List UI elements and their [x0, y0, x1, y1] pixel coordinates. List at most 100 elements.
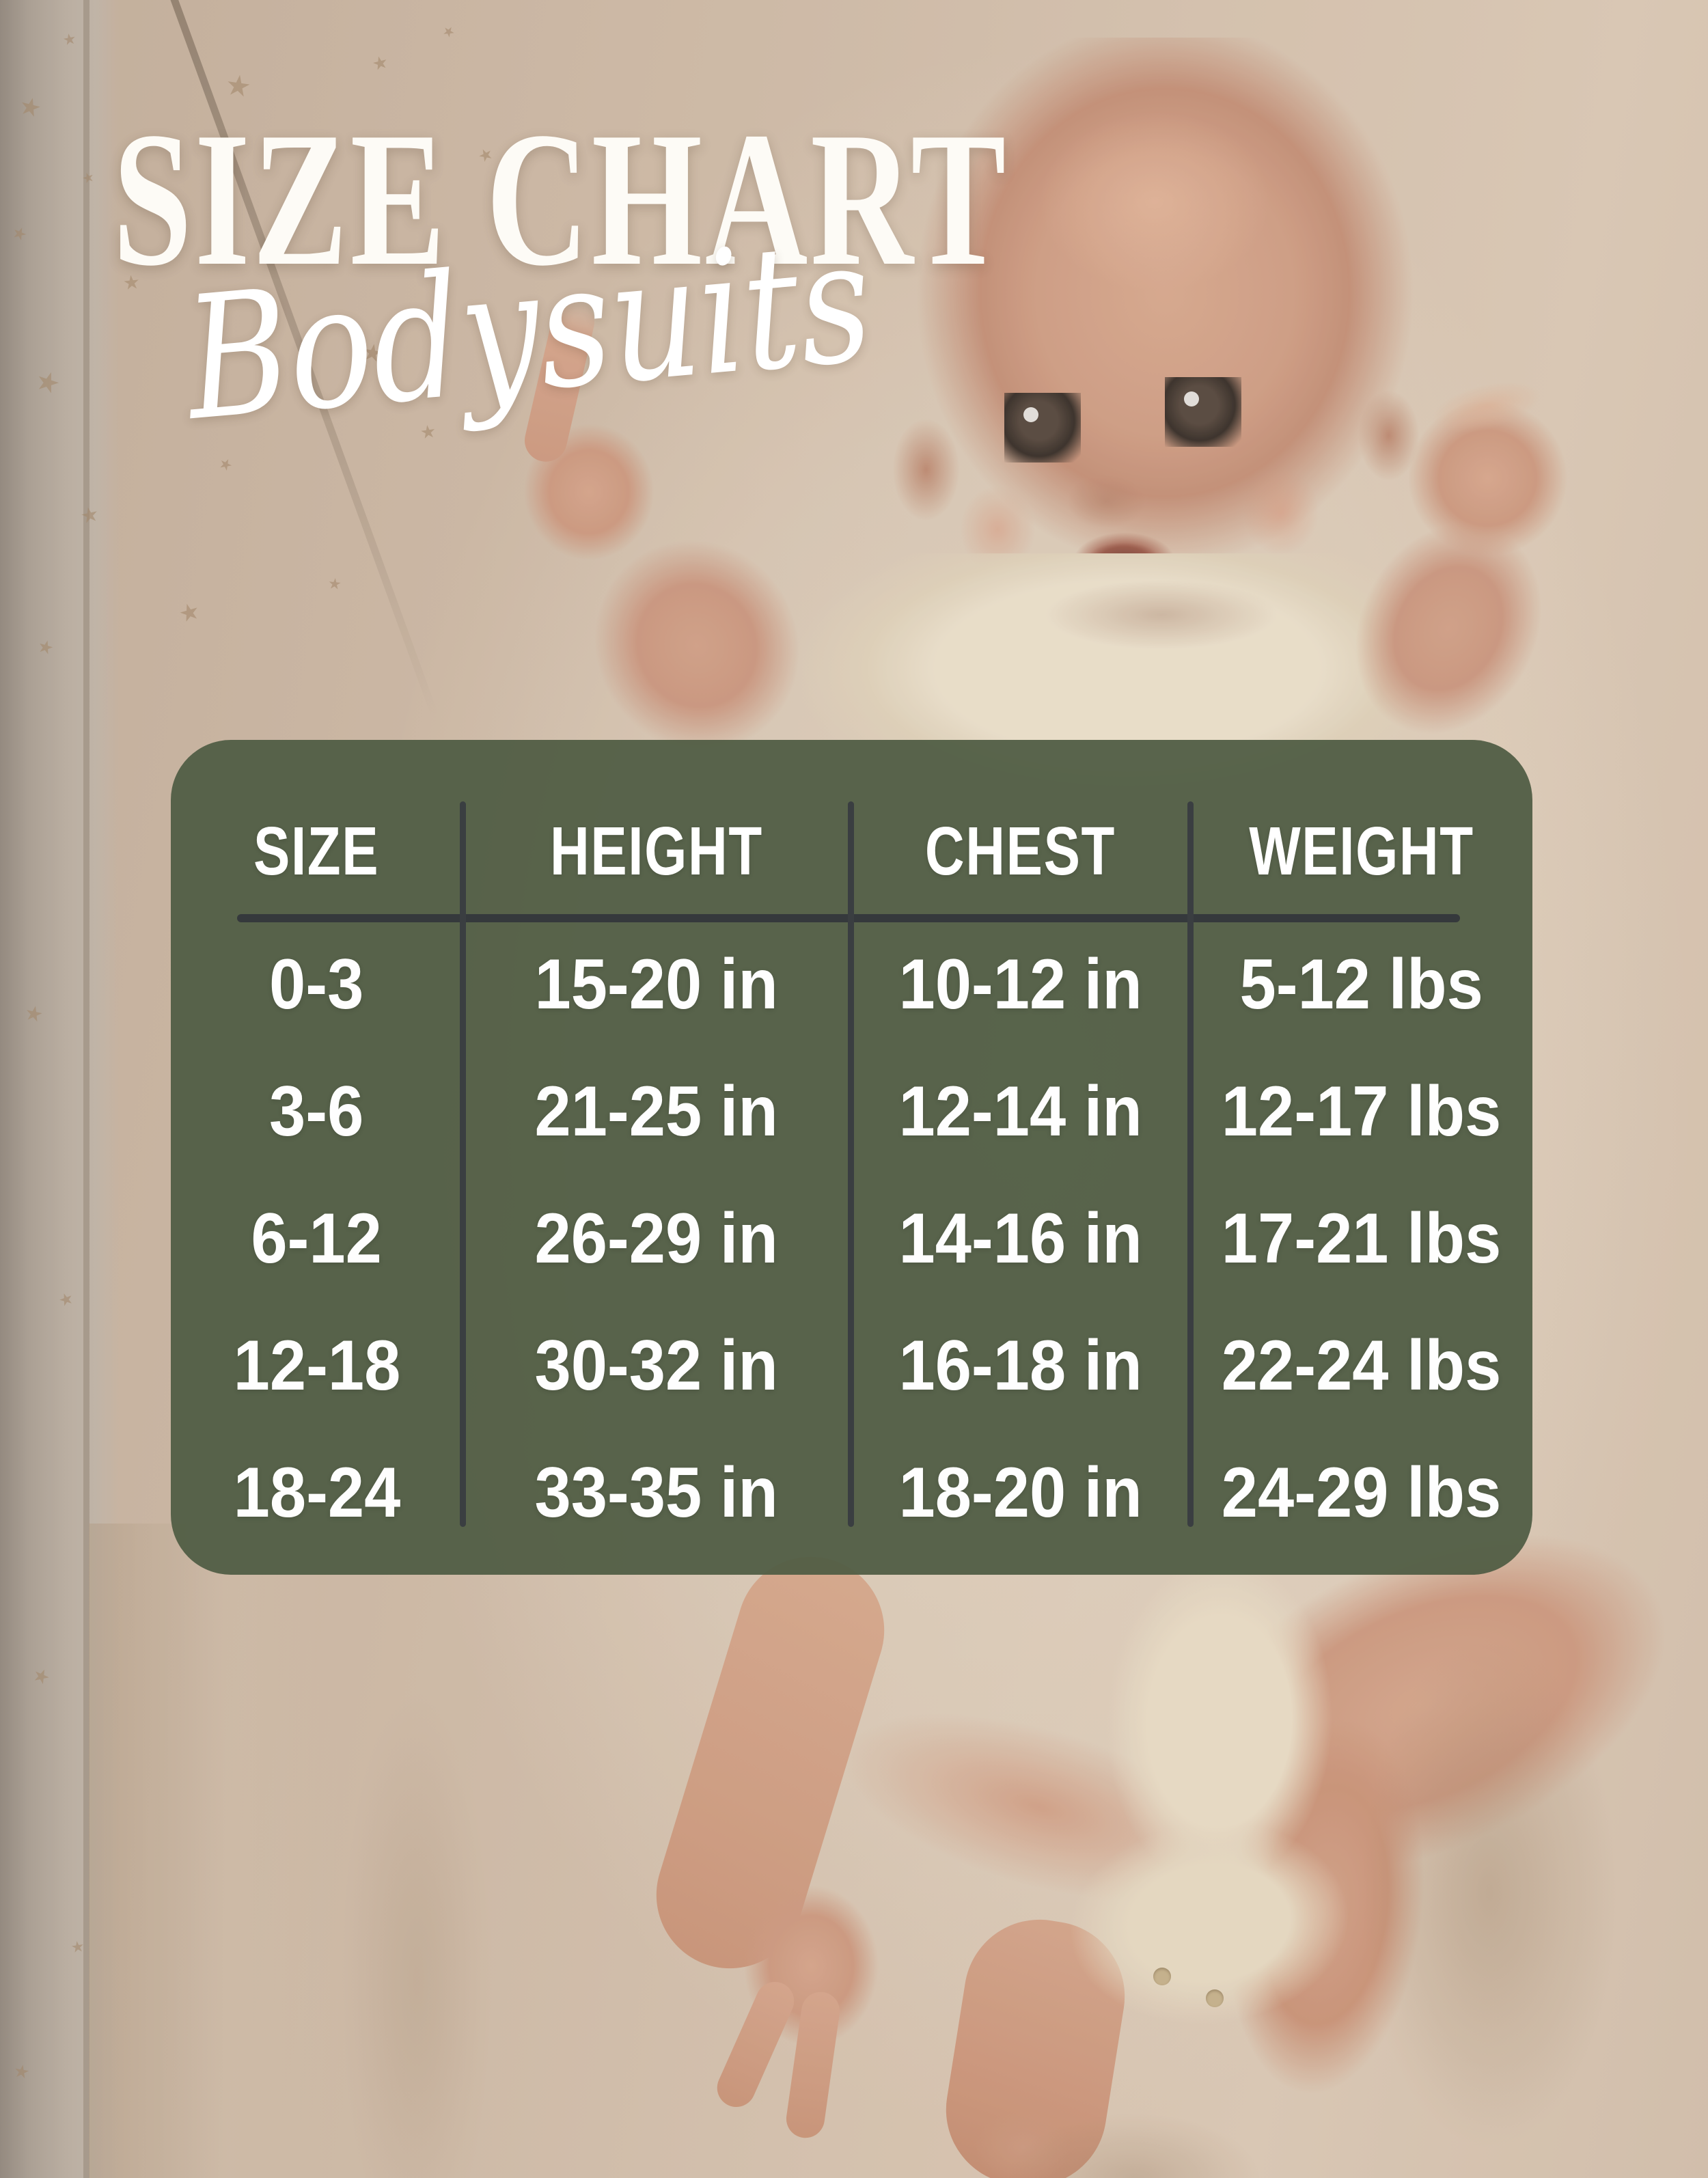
- cell-value: 12-14 in: [898, 1071, 1142, 1151]
- baby-ear-left: [887, 410, 965, 529]
- cell-value: 12-17 lbs: [1221, 1071, 1502, 1151]
- blanket-shadow-2: [991, 2104, 1278, 2178]
- baby-shin-cross: [804, 1664, 1273, 1950]
- table-row: 12-18 30-32 in 16-18 in 22-24 lbs: [171, 1302, 1532, 1429]
- table-row: 6-12 26-29 in 14-16 in 17-21 lbs: [171, 1175, 1532, 1302]
- star-icon: ★: [78, 501, 102, 529]
- weight-cell: 17-21 lbs: [1209, 1198, 1513, 1280]
- cell-value: 15-20 in: [534, 944, 779, 1024]
- cell-value: 26-29 in: [534, 1198, 779, 1278]
- cell-value: 16-18 in: [898, 1325, 1142, 1405]
- cell-value: 3-6: [269, 1071, 364, 1151]
- star-icon: ★: [9, 221, 30, 246]
- column-header-label: SIZE: [253, 812, 380, 890]
- baby-cheek-right: [1237, 461, 1325, 564]
- size-cell: 12-18: [226, 1325, 408, 1407]
- column-header-height: HEIGHT: [523, 812, 790, 891]
- star-icon: ★: [12, 2060, 31, 2084]
- baby-cheek-left: [953, 478, 1042, 581]
- blanket-shadow-3: [328, 1640, 506, 2178]
- baby-knuckles: [1420, 368, 1552, 446]
- baby-ear-right: [1353, 383, 1424, 488]
- weight-cell: 12-17 lbs: [1209, 1071, 1513, 1153]
- column-divider: [460, 801, 466, 1527]
- baby-eye-left: [1004, 393, 1081, 463]
- height-cell: 33-35 in: [524, 1452, 788, 1534]
- height-cell: 30-32 in: [524, 1325, 788, 1407]
- column-header-weight: WEIGHT: [1221, 812, 1502, 891]
- star-icon: ★: [22, 1000, 46, 1028]
- column-header-label: WEIGHT: [1248, 812, 1474, 890]
- table-row: 0-3 15-20 in 10-12 in 5-12 lbs: [171, 921, 1532, 1048]
- size-cell: 18-24: [226, 1452, 408, 1534]
- bottom-left-roll: [89, 1524, 342, 2178]
- star-icon: ★: [327, 575, 343, 594]
- baby-toes: [970, 2108, 1076, 2178]
- column-header-chest: CHEST: [901, 812, 1140, 891]
- column-divider: [848, 801, 854, 1527]
- fabric-edge-shadow: [83, 0, 89, 2178]
- star-icon: ★: [370, 51, 391, 76]
- star-icon: ★: [215, 454, 236, 476]
- baby-finger-lower-2: [784, 1989, 842, 2140]
- blanket-shadow-1: [1339, 1592, 1640, 2178]
- chest-cell: 18-20 in: [888, 1452, 1153, 1534]
- weight-cell: 22-24 lbs: [1209, 1325, 1513, 1407]
- bodysuit-flap: [1051, 1802, 1367, 2044]
- cell-value: 22-24 lbs: [1221, 1325, 1502, 1405]
- forehead-highlight: [1011, 89, 1298, 314]
- snap-button-2: [1206, 1989, 1224, 2007]
- cell-value: 12-18: [233, 1325, 400, 1405]
- cell-value: 18-24: [233, 1452, 400, 1532]
- height-cell: 15-20 in: [524, 944, 788, 1025]
- star-icon: ★: [176, 596, 204, 629]
- cell-value: 0-3: [269, 944, 364, 1024]
- star-fabric-strip: [0, 0, 120, 2178]
- cell-value: 21-25 in: [534, 1071, 779, 1151]
- chin-shadow: [1025, 574, 1298, 656]
- size-table-panel: SIZE HEIGHT CHEST WEIGHT 0-3 15-20 in 10…: [171, 740, 1532, 1575]
- star-icon: ★: [61, 30, 78, 50]
- cell-value: 18-20 in: [898, 1452, 1142, 1532]
- baby-nose: [1060, 470, 1153, 533]
- baby-forearm-lower: [638, 1539, 903, 1987]
- star-icon: ★: [70, 1938, 86, 1957]
- poster-title: SIZE CHART: [113, 92, 1009, 305]
- table-row: 3-6 21-25 in 12-14 in 12-17 lbs: [171, 1048, 1532, 1175]
- weight-cell: 24-29 lbs: [1209, 1452, 1513, 1534]
- star-icon: ★: [439, 21, 458, 42]
- baby-eye-right: [1165, 377, 1241, 447]
- baby-mouth-inner: [1085, 541, 1161, 573]
- baby-hand-left: [521, 420, 657, 564]
- baby-calf-right: [1202, 1698, 1448, 2114]
- column-header-size: SIZE: [238, 812, 395, 891]
- baby-lower-lip: [1088, 567, 1161, 594]
- star-icon: ★: [31, 363, 65, 402]
- cell-value: 6-12: [251, 1198, 383, 1278]
- column-header-label: HEIGHT: [550, 812, 763, 890]
- star-icon: ★: [55, 1288, 77, 1311]
- star-icon: ★: [79, 167, 97, 188]
- snap-button-1: [1153, 1968, 1171, 1985]
- cell-value: 5-12 lbs: [1239, 944, 1483, 1024]
- column-header-label: CHEST: [924, 812, 1116, 890]
- baby-hand-lower: [741, 1882, 881, 2050]
- table-body: 0-3 15-20 in 10-12 in 5-12 lbs 3-6 21-25…: [171, 921, 1532, 1556]
- cell-value: 17-21 lbs: [1221, 1198, 1502, 1278]
- cell-value: 10-12 in: [898, 944, 1142, 1024]
- star-icon: ★: [16, 91, 44, 124]
- chest-cell: 16-18 in: [888, 1325, 1153, 1407]
- size-cell: 6-12: [245, 1198, 387, 1280]
- chest-cell: 12-14 in: [888, 1071, 1153, 1153]
- size-cell: 0-3: [265, 944, 368, 1025]
- cell-value: 30-32 in: [534, 1325, 779, 1405]
- star-icon: ★: [35, 635, 56, 660]
- bodysuit-crotch: [1097, 1547, 1342, 1897]
- baby-foot: [935, 1909, 1136, 2178]
- height-cell: 26-29 in: [524, 1198, 788, 1280]
- weight-cell: 5-12 lbs: [1229, 944, 1493, 1025]
- cell-value: 24-29 lbs: [1221, 1452, 1502, 1532]
- eye-glint-right: [1184, 391, 1199, 406]
- size-cell: 3-6: [265, 1071, 368, 1153]
